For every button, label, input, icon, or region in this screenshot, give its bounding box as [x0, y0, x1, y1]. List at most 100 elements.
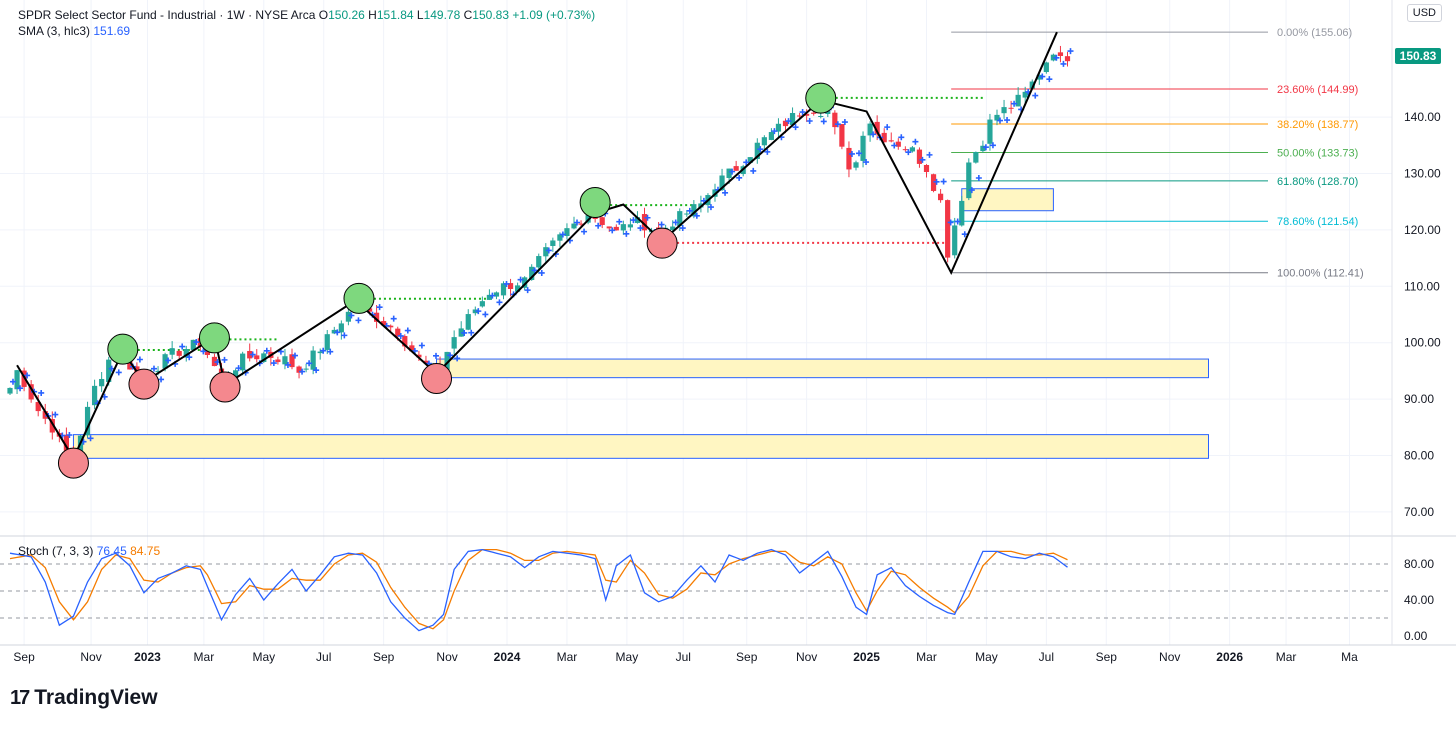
candle-body [7, 387, 13, 394]
sma-marker [912, 138, 919, 145]
fib-level-label: 100.00% (112.41) [1277, 268, 1364, 280]
sma-marker [630, 217, 637, 224]
candle-body [35, 402, 41, 412]
time-tick-label: 2023 [134, 650, 161, 664]
swing-zigzag [16, 31, 1058, 461]
candle-body [557, 234, 563, 241]
sma-marker [496, 299, 503, 306]
stoch-d-value: 84.75 [130, 544, 161, 558]
sma-marker [151, 365, 157, 372]
candle-body [486, 294, 492, 300]
sma-marker [433, 352, 439, 359]
sma-marker [186, 354, 193, 361]
stoch-legend[interactable]: Stoch (7, 3, 3) 76.45 84.75 [18, 544, 160, 558]
candle-body [515, 285, 521, 292]
candle-body [874, 121, 880, 135]
candle-body [747, 157, 753, 163]
candle-body [169, 348, 175, 355]
candle-body [240, 353, 246, 371]
logo-icon: 17 [10, 686, 30, 709]
sma-marker [799, 109, 806, 116]
open-label: O [318, 8, 329, 22]
candle-body [507, 283, 514, 289]
sma-marker [616, 218, 623, 225]
candle-body [345, 311, 351, 322]
candle-body [797, 115, 803, 117]
sma-marker [707, 204, 714, 211]
sma-marker [595, 222, 602, 229]
price-axis[interactable]: 70.00 80.00 90.00 100.00 110.00 120.00 130.00 1… [1404, 110, 1441, 519]
sma-marker [270, 360, 277, 367]
sma-marker [200, 348, 207, 355]
sma-marker [454, 355, 461, 362]
sma-marker [975, 175, 982, 182]
sma-marker [447, 352, 454, 359]
candle-body [522, 277, 528, 288]
candle-body [63, 434, 69, 455]
candle-body [881, 132, 887, 143]
sma-marker [722, 189, 729, 196]
sma-marker [165, 357, 172, 364]
candle-body [423, 360, 429, 364]
candle-body [233, 370, 239, 377]
swing-high-marker [343, 282, 375, 314]
high-value: 151.84 [376, 8, 414, 22]
candle-body [366, 308, 373, 312]
grid-lines [0, 0, 1456, 646]
candle-body [987, 119, 993, 144]
fibonacci-retracement[interactable]: 0.00% (155.06) 23.60% (144.99) 38.20% (138… [951, 27, 1364, 280]
sma-legend[interactable]: SMA (3, hlc3) 151.69 [18, 24, 130, 38]
candle-body [84, 406, 91, 436]
candle-body [1057, 52, 1064, 56]
tradingview-logo[interactable]: 17 TradingView [10, 686, 158, 710]
sma-marker [1067, 48, 1074, 55]
fib-level-label: 23.60% (144.99) [1277, 84, 1358, 96]
candle-body [409, 345, 415, 352]
candle-body [388, 325, 394, 328]
candle-body [677, 211, 683, 226]
candle-body [261, 353, 267, 362]
currency-button[interactable]: USD [1406, 4, 1442, 22]
sma-marker [87, 435, 94, 442]
candle-body [782, 120, 789, 127]
sma-marker [355, 317, 362, 324]
open-value: 150.26 [328, 8, 365, 22]
support-zone [72, 434, 1210, 459]
sma-marker [348, 312, 355, 319]
sma-marker [517, 276, 524, 283]
sma-marker [52, 411, 59, 418]
time-tick-label: Jul [1039, 650, 1054, 664]
time-tick-label: Nov [1159, 650, 1180, 664]
candle-body [578, 223, 584, 225]
sma-marker [334, 329, 341, 336]
fib-level-label: 61.80% (128.70) [1277, 176, 1358, 188]
swing-low-marker [57, 447, 89, 479]
time-axis[interactable]: Sep Nov 2023 Mar May Jul Sep Nov 2024 Mar May Jul Se… [13, 650, 1358, 664]
candle-body [945, 200, 951, 258]
sma-marker [997, 117, 1003, 124]
candle-body [909, 147, 915, 152]
fib-level-label: 50.00% (133.73) [1277, 147, 1358, 159]
sma-marker [891, 142, 898, 149]
symbol-title[interactable]: SPDR Select Sector Fund - Industrial · 1… [18, 8, 316, 22]
candle-body [804, 113, 810, 116]
sma-marker [1053, 54, 1060, 61]
sma-marker [729, 168, 736, 175]
sma-marker [743, 159, 750, 166]
sma-marker [313, 367, 320, 374]
candle-body [550, 240, 556, 246]
candle-body [444, 351, 450, 370]
time-tick-label: Jul [316, 650, 331, 664]
candle-body [416, 354, 422, 358]
price-tick-label: 140.00 [1404, 110, 1441, 124]
candle-body [275, 359, 281, 363]
sma-marker [376, 304, 383, 311]
sma-marker [461, 329, 468, 336]
sma-marker [559, 231, 566, 238]
sma-marker [968, 187, 975, 194]
candle-body [155, 370, 161, 373]
sma-marker [482, 311, 489, 318]
candle-body [973, 151, 979, 163]
sma-marker [10, 378, 16, 385]
